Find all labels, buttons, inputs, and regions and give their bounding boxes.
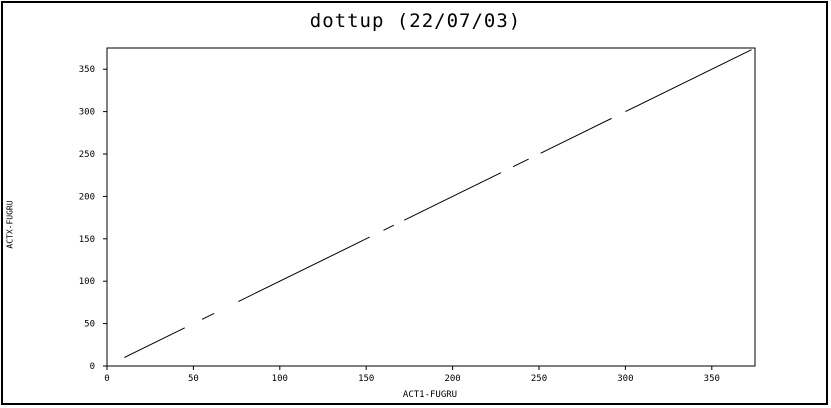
x-tick-label: 300 bbox=[617, 374, 633, 384]
series-segment bbox=[383, 224, 395, 231]
x-tick-label: 0 bbox=[104, 374, 109, 384]
y-tick-label: 300 bbox=[79, 108, 95, 118]
x-tick-label: 100 bbox=[272, 374, 288, 384]
series-lines bbox=[124, 49, 752, 358]
x-tick-label: 350 bbox=[704, 374, 720, 384]
series-segment bbox=[540, 117, 612, 154]
y-tick-label: 150 bbox=[79, 235, 95, 245]
series-segment bbox=[403, 172, 502, 221]
y-axis: 0 50 100 150 200 250 300 350 bbox=[79, 65, 107, 372]
chart-title: dottup (22/07/03) bbox=[309, 10, 522, 32]
series-segment bbox=[512, 158, 529, 168]
plot-area bbox=[106, 47, 756, 367]
y-tick-label: 100 bbox=[79, 277, 95, 287]
x-tick-label: 250 bbox=[531, 374, 547, 384]
y-tick-label: 200 bbox=[79, 192, 95, 202]
series-segment bbox=[201, 312, 215, 320]
series-segment bbox=[625, 49, 752, 113]
y-tick-label: 0 bbox=[90, 362, 95, 372]
x-tick-label: 200 bbox=[444, 374, 460, 384]
y-tick-label: 50 bbox=[84, 320, 95, 330]
x-tick-label: 150 bbox=[358, 374, 374, 384]
x-axis-label: ACT1-FUGRU bbox=[402, 390, 458, 400]
x-axis: 0 50 100 150 200 250 300 350 bbox=[104, 366, 720, 384]
x-tick-label: 50 bbox=[188, 374, 199, 384]
y-tick-label: 350 bbox=[79, 65, 95, 75]
y-tick-label: 250 bbox=[79, 150, 95, 160]
series-segment bbox=[238, 236, 370, 303]
y-axis-label: ACTX-FUGRU bbox=[5, 200, 15, 249]
series-segment bbox=[124, 327, 185, 358]
